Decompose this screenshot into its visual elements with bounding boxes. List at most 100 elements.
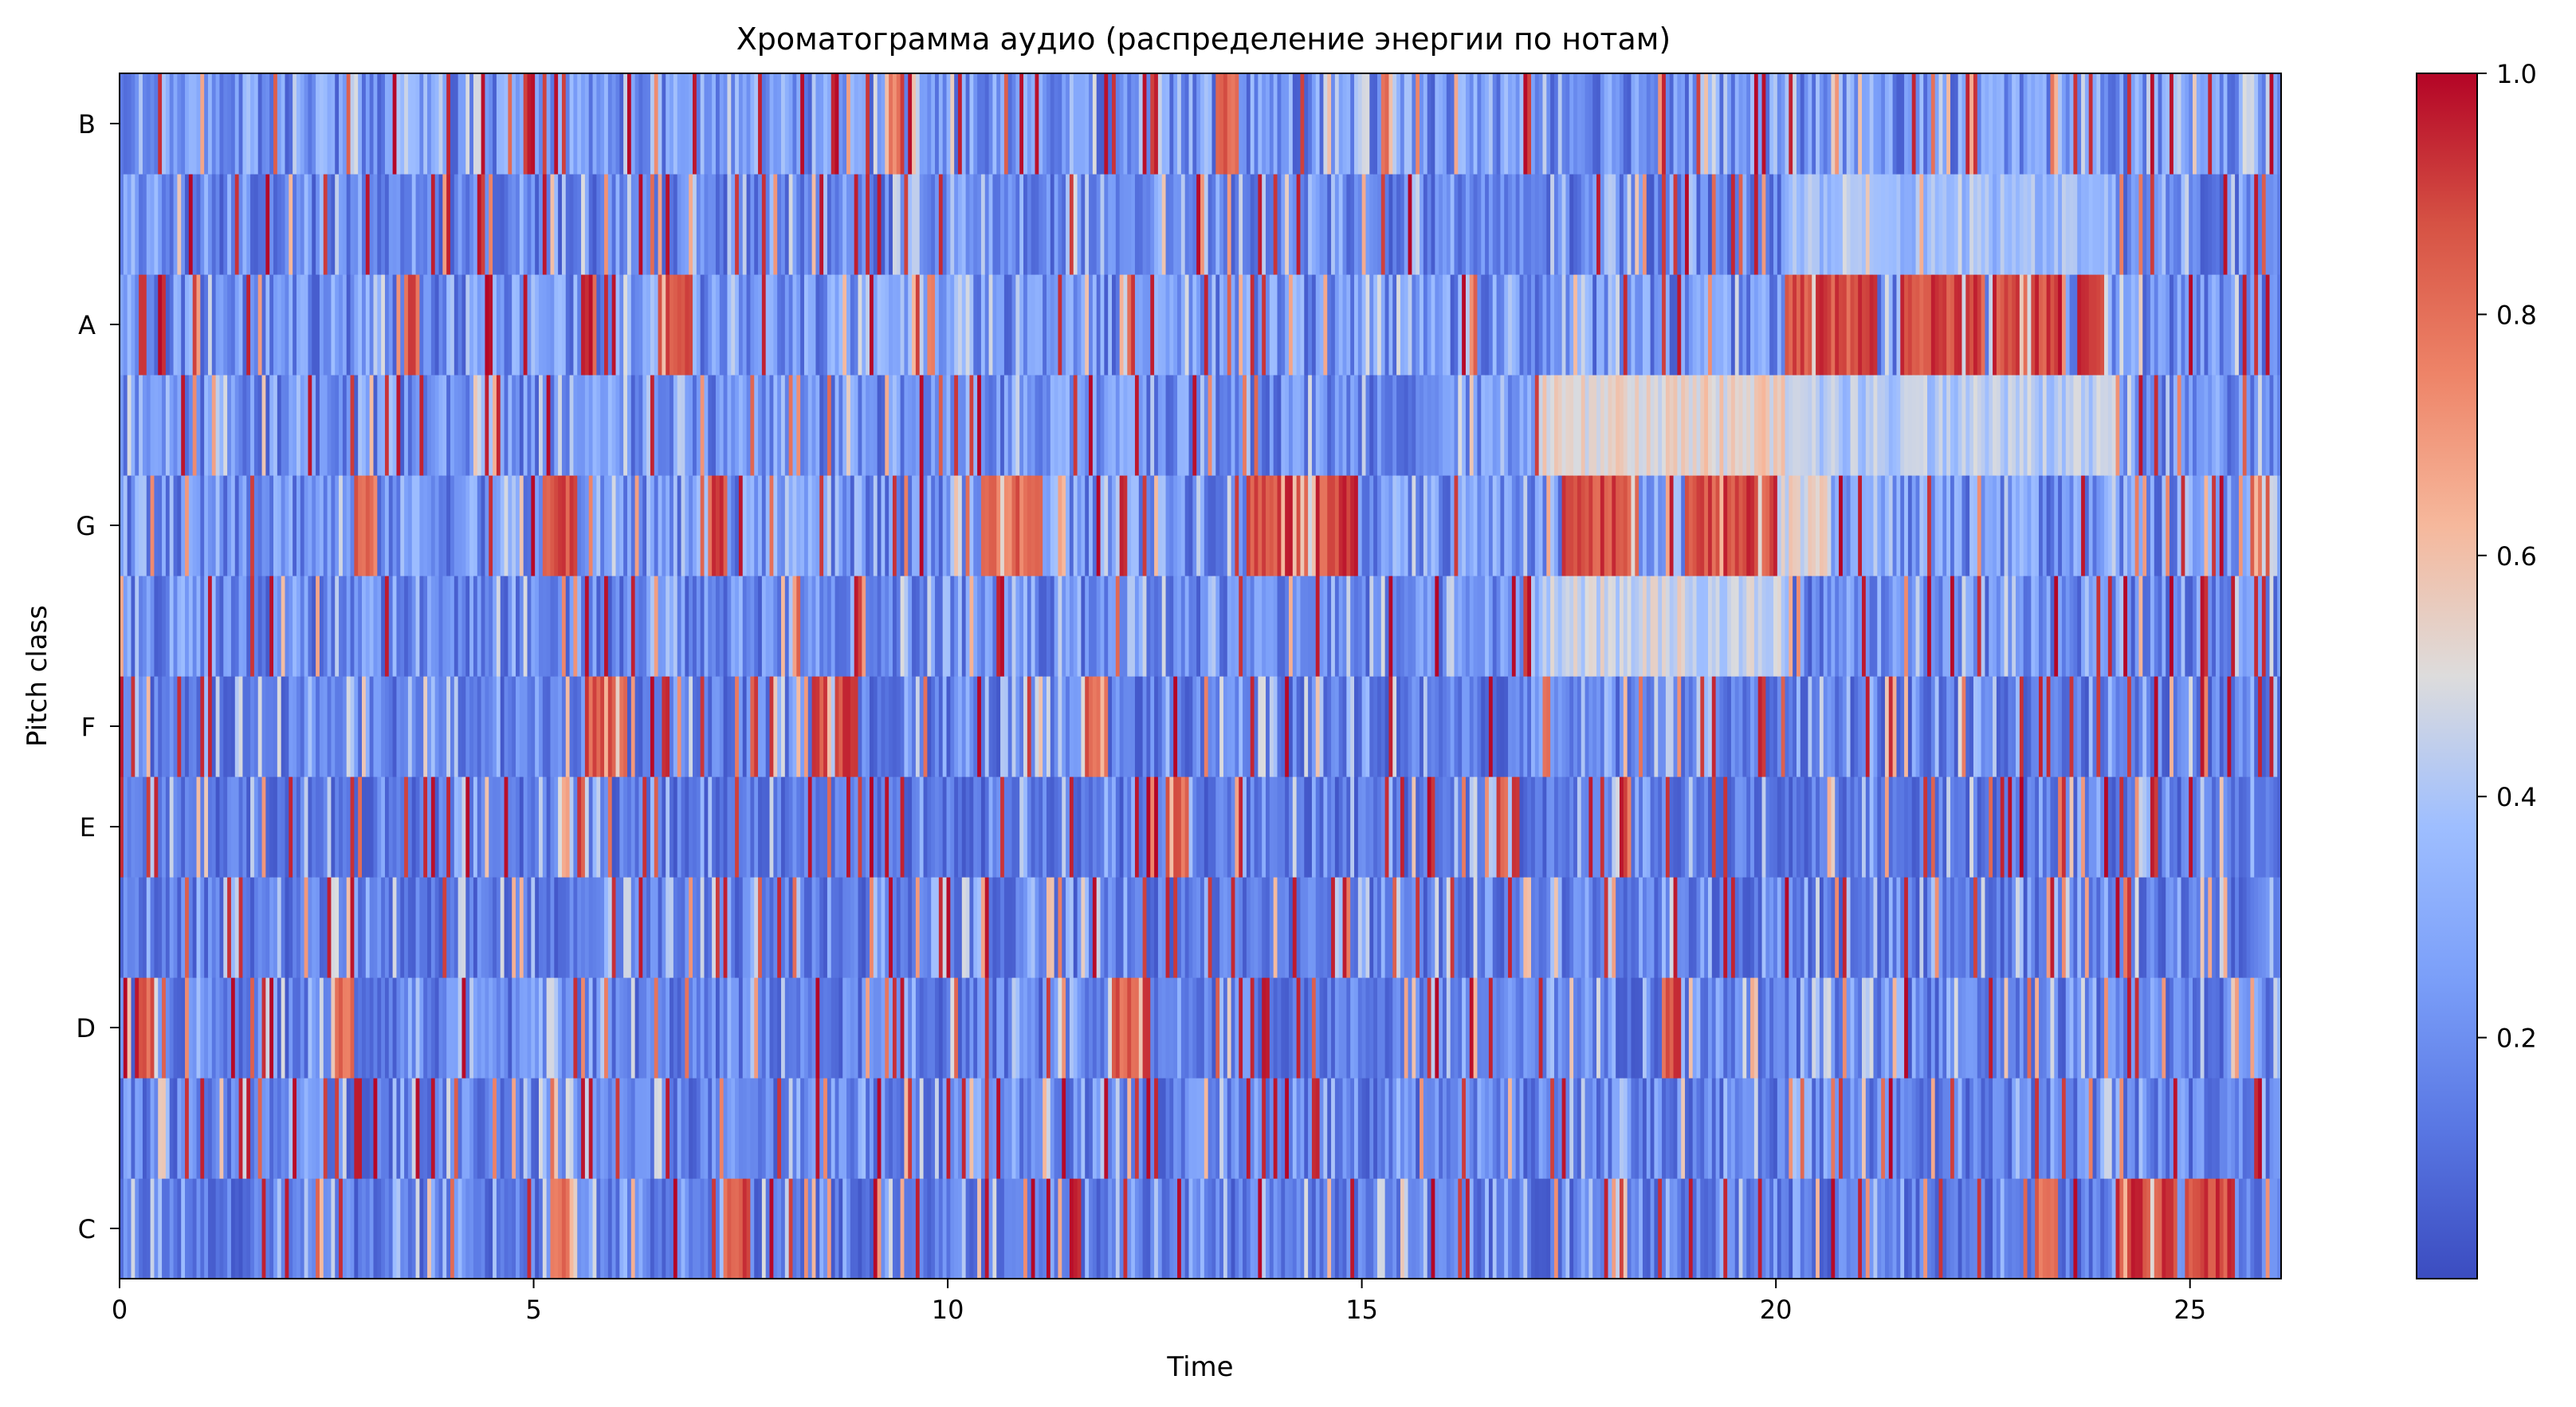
heatmap-cell: [1577, 676, 1582, 777]
heatmap-cell: [969, 1078, 974, 1179]
heatmap-cell: [415, 576, 420, 677]
heatmap-cell: [1492, 1078, 1498, 1179]
heatmap-cell: [1765, 877, 1770, 978]
heatmap-cell: [1950, 576, 1955, 677]
heatmap-cell: [411, 1178, 417, 1279]
heatmap-cell: [1546, 977, 1551, 1079]
heatmap-cell: [685, 776, 689, 878]
heatmap-cell: [1354, 475, 1359, 576]
heatmap-cell: [461, 877, 466, 978]
heatmap-cell: [173, 375, 178, 476]
heatmap-cell: [942, 977, 948, 1079]
heatmap-cell: [1635, 576, 1639, 677]
heatmap-cell: [1704, 576, 1709, 677]
heatmap-cell: [1173, 977, 1178, 1079]
heatmap-cell: [531, 1078, 536, 1179]
heatmap-cell: [1588, 977, 1593, 1079]
heatmap-cell: [2146, 1078, 2151, 1179]
heatmap-cell: [773, 676, 778, 777]
heatmap-cell: [1373, 475, 1378, 576]
heatmap-cell: [954, 375, 959, 476]
heatmap-cell: [1584, 375, 1589, 476]
heatmap-cell: [1800, 475, 1805, 576]
heatmap-cell: [2215, 977, 2221, 1079]
heatmap-cell: [1104, 1078, 1109, 1179]
heatmap-cell: [2170, 1178, 2174, 1279]
heatmap-cell: [1938, 576, 1943, 677]
heatmap-cell: [1350, 776, 1355, 878]
heatmap-cell: [723, 977, 728, 1079]
heatmap-cell: [1100, 877, 1105, 978]
heatmap-cell: [1553, 776, 1559, 878]
heatmap-cell: [519, 1178, 524, 1279]
heatmap-cell: [434, 877, 440, 978]
heatmap-cell: [1930, 375, 1936, 476]
heatmap-cell: [1089, 877, 1094, 978]
heatmap-cell: [788, 1078, 794, 1179]
heatmap-cell: [185, 1178, 190, 1279]
heatmap-cell: [2134, 877, 2140, 978]
heatmap-cell: [381, 475, 386, 576]
heatmap-cell: [946, 977, 951, 1079]
heatmap-cell: [123, 576, 128, 677]
heatmap-cell: [2238, 1178, 2244, 1279]
heatmap-cell: [1369, 676, 1374, 777]
heatmap-cell: [465, 877, 470, 978]
heatmap-cell: [1600, 375, 1605, 476]
heatmap-cell: [754, 676, 759, 777]
heatmap-cell: [165, 877, 171, 978]
heatmap-cell: [1184, 676, 1190, 777]
heatmap-cell: [1380, 1178, 1386, 1279]
heatmap-cell: [512, 576, 516, 677]
heatmap-cell: [1435, 776, 1439, 878]
heatmap-cell: [1469, 1078, 1475, 1179]
heatmap-cell: [2115, 576, 2120, 677]
heatmap-cell: [2042, 1178, 2048, 1279]
heatmap-cell: [784, 977, 790, 1079]
heatmap-cell: [1835, 576, 1840, 677]
heatmap-cell: [211, 1178, 217, 1279]
heatmap-cell: [2134, 475, 2140, 576]
heatmap-cell: [1346, 977, 1351, 1079]
heatmap-cell: [404, 977, 409, 1079]
heatmap-cell: [1550, 1178, 1555, 1279]
heatmap-cell: [1450, 1178, 1455, 1279]
heatmap-cell: [738, 375, 744, 476]
heatmap-cell: [569, 1178, 575, 1279]
heatmap-cell: [1765, 776, 1770, 878]
heatmap-cell: [1215, 676, 1220, 777]
heatmap-cell: [542, 776, 548, 878]
heatmap-cell: [1439, 877, 1443, 978]
heatmap-cell: [866, 676, 870, 777]
heatmap-cell: [519, 475, 524, 576]
heatmap-cell: [992, 576, 997, 677]
heatmap-cell: [1462, 977, 1467, 1079]
heatmap-cell: [1285, 676, 1290, 777]
heatmap-cell: [2212, 1178, 2217, 1279]
heatmap-cell: [846, 576, 851, 677]
heatmap-cell: [592, 375, 597, 476]
heatmap-cell: [450, 576, 455, 677]
heatmap-cell: [2250, 676, 2255, 777]
heatmap-cell: [1961, 1178, 1966, 1279]
heatmap-cell: [1119, 576, 1125, 677]
heatmap-cell: [404, 1178, 409, 1279]
heatmap-cell: [961, 1178, 967, 1279]
heatmap-cell: [1869, 776, 1875, 878]
heatmap-cell: [2023, 877, 2028, 978]
heatmap-cell: [1831, 1078, 1836, 1179]
heatmap-cell: [1262, 776, 1266, 878]
heatmap-cell: [1658, 375, 1663, 476]
heatmap-cell: [538, 877, 544, 978]
heatmap-cell: [512, 475, 516, 576]
heatmap-cell: [404, 676, 409, 777]
heatmap-cell: [754, 877, 759, 978]
heatmap-cell: [1858, 776, 1863, 878]
heatmap-cell: [454, 1078, 459, 1179]
heatmap-cell: [1777, 375, 1782, 476]
heatmap-cell: [1035, 1178, 1039, 1279]
heatmap-cell: [450, 475, 455, 576]
heatmap-cell: [535, 576, 540, 677]
heatmap-cell: [1376, 375, 1382, 476]
heatmap-cell: [2042, 676, 2048, 777]
